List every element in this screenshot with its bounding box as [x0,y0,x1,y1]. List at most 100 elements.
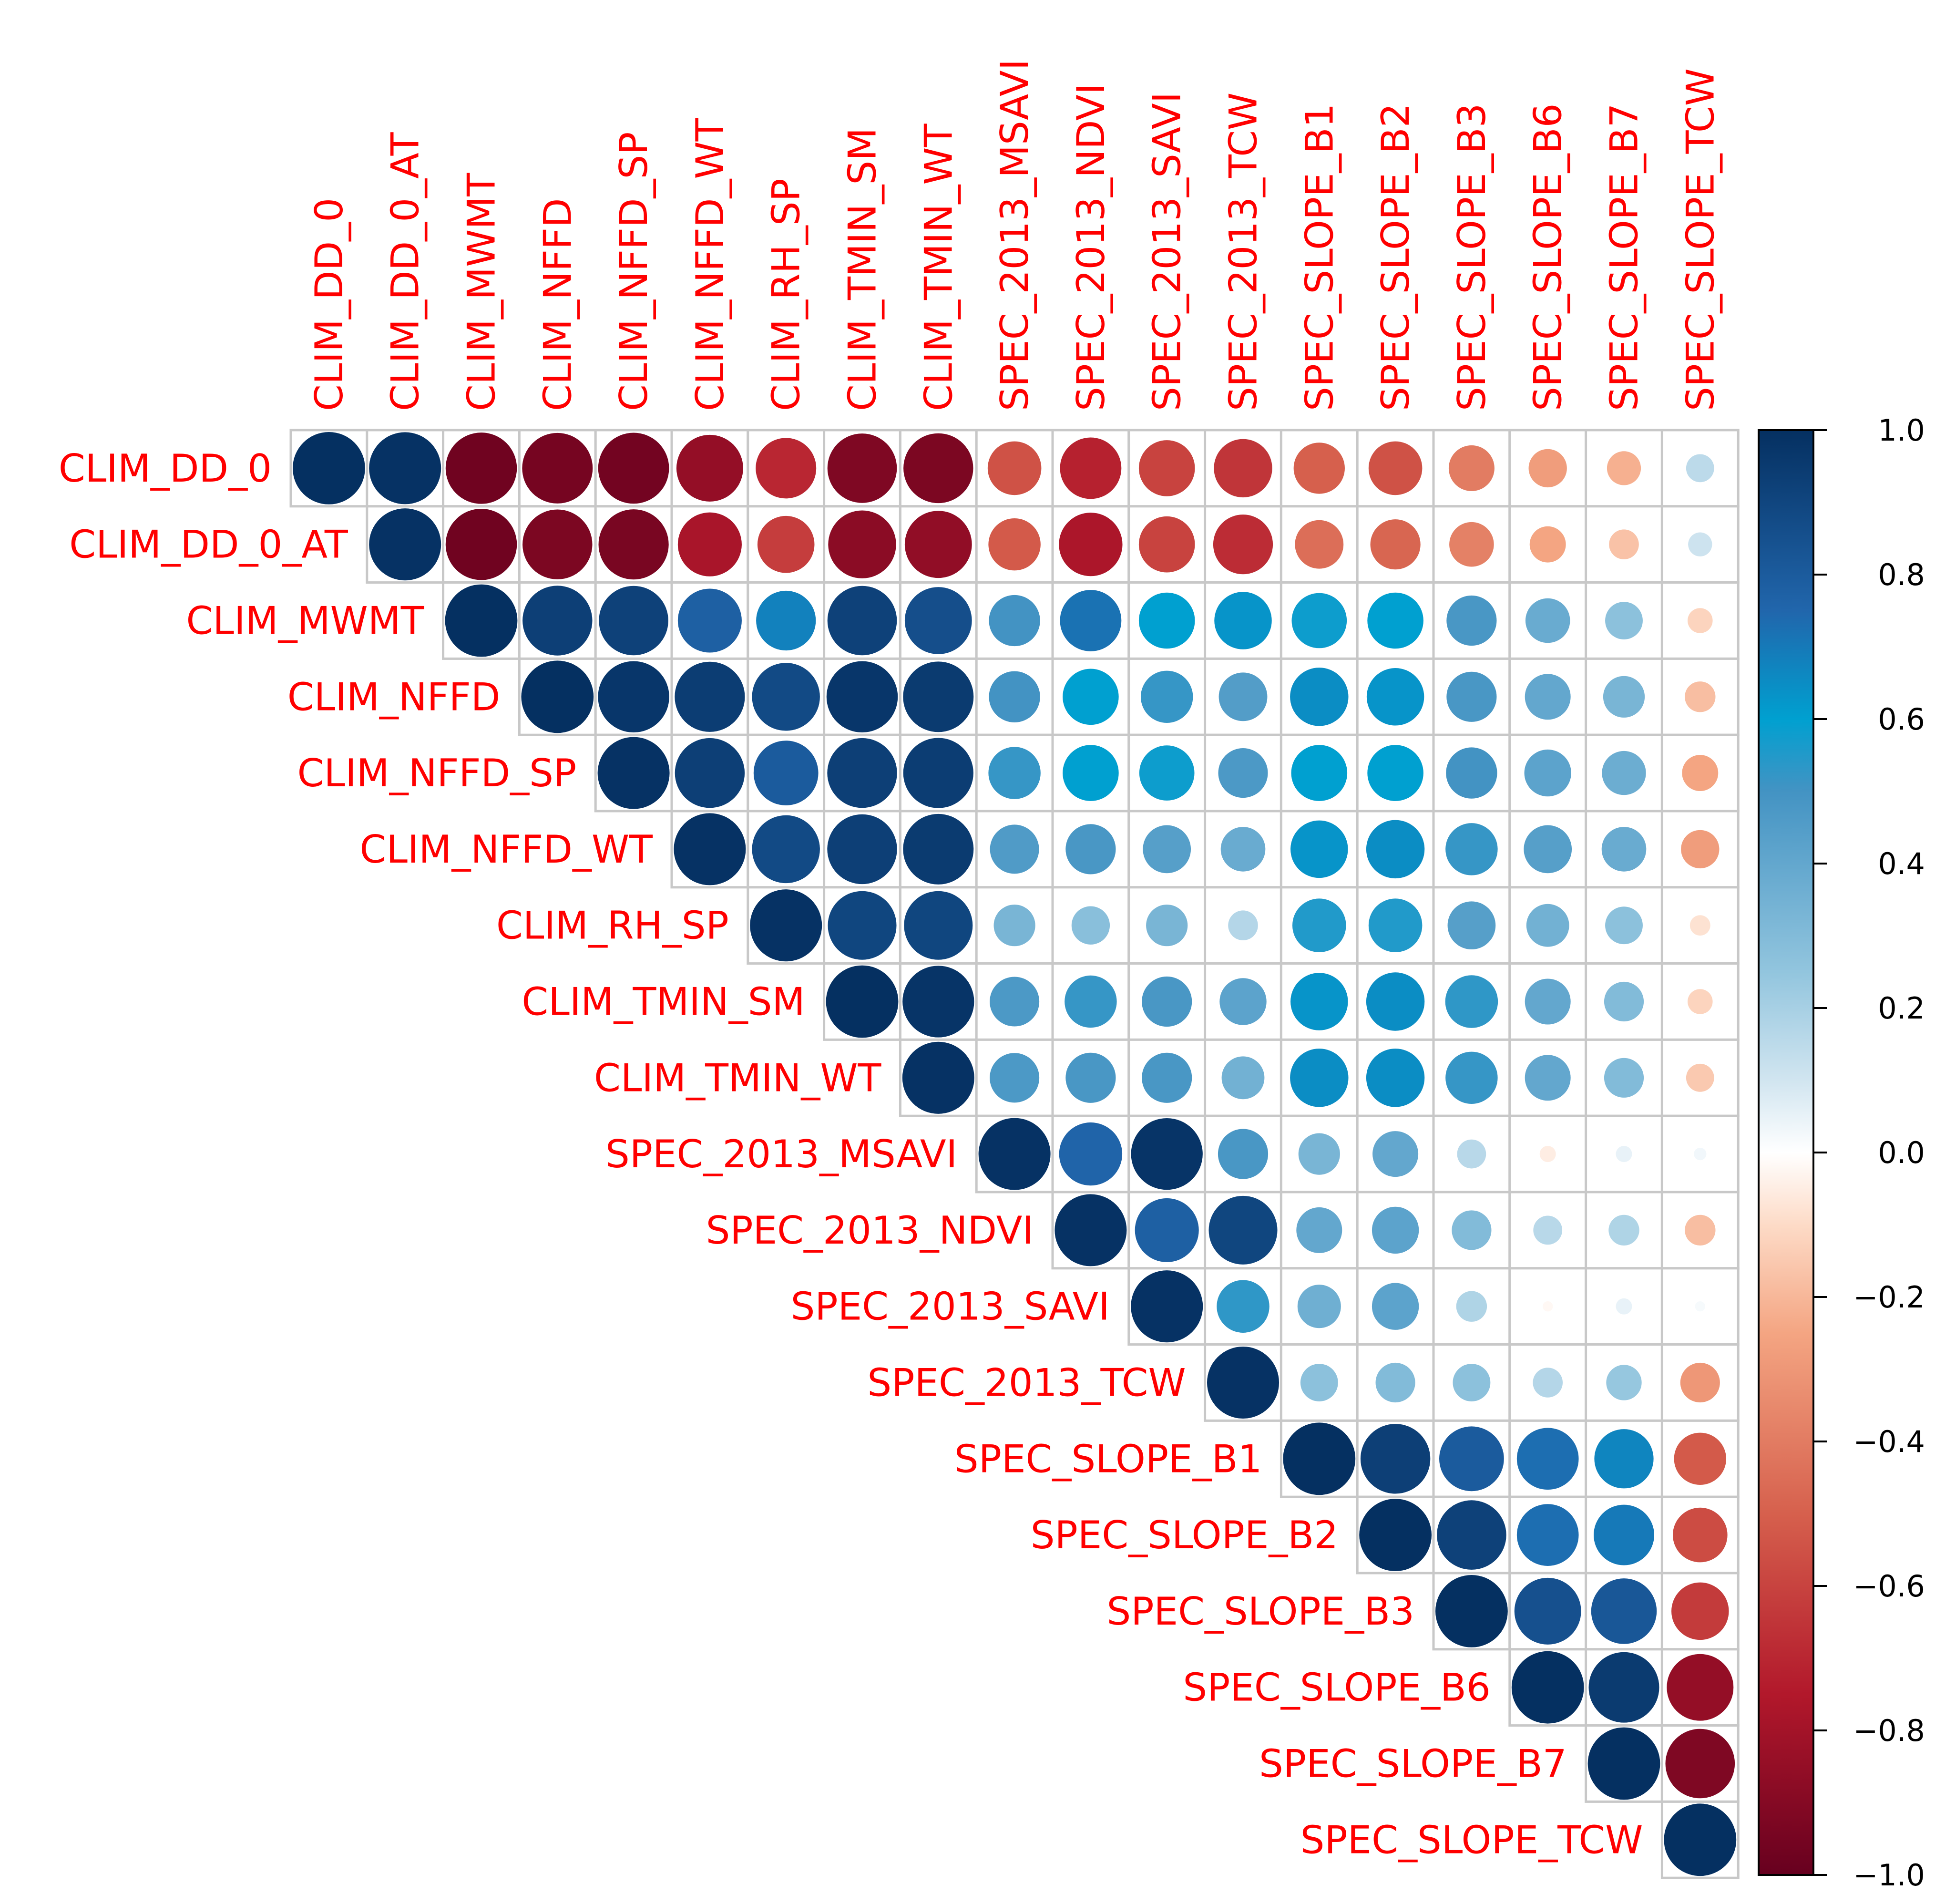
column-label: SPEC_SLOPE_B1 [1297,103,1341,411]
correlation-circle-SPEC_2013_MSAVI-SPEC_SLOPE_B6 [1539,1146,1556,1163]
correlation-circle-SPEC_SLOPE_TCW-SPEC_SLOPE_TCW [1664,1803,1737,1876]
correlation-circle-CLIM_DD_0_AT-SPEC_2013_SAVI [1138,516,1195,573]
matrix-cell [1432,1191,1511,1270]
colorbar [1758,429,1814,1876]
row-label: CLIM_NFFD_SP [297,751,577,795]
row-label: CLIM_DD_0 [59,446,272,491]
correlation-circle-CLIM_NFFD-CLIM_NFFD_SP [598,661,669,733]
column-label: SPEC_SLOPE_B2 [1373,103,1418,411]
correlation-circle-SPEC_SLOPE_B2-SPEC_SLOPE_B3 [1437,1500,1506,1570]
correlation-circle-CLIM_MWMT-CLIM_NFFD [522,586,593,656]
correlation-circle-CLIM_NFFD-CLIM_RH_SP [752,663,820,731]
correlation-circle-CLIM_TMIN_SM-SPEC_SLOPE_B1 [1290,973,1348,1030]
correlation-circle-SPEC_SLOPE_B6-SPEC_SLOPE_TCW [1667,1654,1734,1721]
correlation-circle-CLIM_DD_0-SPEC_SLOPE_B6 [1528,449,1567,488]
correlation-circle-CLIM_DD_0_AT-SPEC_SLOPE_B1 [1295,520,1344,569]
correlation-circle-SPEC_SLOPE_B7-SPEC_SLOPE_TCW [1665,1729,1735,1799]
correlation-circle-CLIM_TMIN_SM-SPEC_SLOPE_B7 [1604,981,1644,1022]
correlation-circle-SPEC_SLOPE_B6-SPEC_SLOPE_B6 [1511,1651,1584,1724]
correlation-circle-CLIM_NFFD-SPEC_2013_MSAVI [989,671,1040,722]
correlation-circle-CLIM_MWMT-SPEC_2013_TCW [1214,592,1272,649]
correlation-circle-CLIM_TMIN_SM-SPEC_2013_TCW [1219,978,1267,1025]
correlation-circle-CLIM_NFFD_SP-CLIM_NFFD_SP [597,737,670,809]
correlation-circle-CLIM_NFFD_SP-SPEC_SLOPE_B2 [1367,745,1423,801]
colorbar-tick-label: −0.6 [1853,1569,1925,1604]
correlation-circle-CLIM_DD_0_AT-SPEC_SLOPE_TCW [1688,532,1712,556]
correlation-circle-CLIM_MWMT-SPEC_SLOPE_B7 [1605,602,1643,639]
correlation-circle-CLIM_TMIN_SM-CLIM_TMIN_WT [902,966,974,1038]
correlation-circle-CLIM_NFFD-SPEC_SLOPE_B1 [1290,668,1349,726]
row-label: SPEC_SLOPE_B2 [1031,1513,1338,1557]
correlation-circle-CLIM_DD_0-CLIM_NFFD_SP [598,432,669,504]
correlation-circle-CLIM_TMIN_SM-SPEC_SLOPE_B6 [1525,978,1571,1025]
correlation-circle-CLIM_TMIN_SM-SPEC_SLOPE_TCW [1688,989,1713,1014]
correlation-circle-CLIM_TMIN_SM-SPEC_2013_MSAVI [990,977,1040,1027]
row-label: SPEC_2013_NDVI [706,1208,1034,1253]
correlation-circle-CLIM_TMIN_SM-SPEC_SLOPE_B3 [1445,975,1498,1028]
correlation-circle-CLIM_NFFD-SPEC_SLOPE_TCW [1685,681,1716,712]
correlation-circle-CLIM_DD_0_AT-SPEC_2013_NDVI [1059,513,1123,576]
column-label: SPEC_2013_NDVI [1069,83,1113,411]
correlation-circle-CLIM_MWMT-CLIM_NFFD_SP [599,586,668,656]
correlation-circle-SPEC_2013_NDVI-SPEC_SLOPE_B7 [1608,1214,1639,1246]
correlation-circle-SPEC_2013_MSAVI-SPEC_2013_SAVI [1131,1118,1203,1190]
correlation-circle-CLIM_DD_0_AT-CLIM_TMIN_SM [828,510,896,578]
correlation-circle-SPEC_2013_NDVI-SPEC_SLOPE_B3 [1452,1210,1492,1250]
correlation-circle-SPEC_SLOPE_B7-SPEC_SLOPE_B7 [1587,1727,1660,1800]
correlation-circle-CLIM_RH_SP-SPEC_2013_SAVI [1146,905,1188,947]
correlation-circle-SPEC_SLOPE_B1-SPEC_SLOPE_B6 [1516,1428,1579,1490]
correlation-circle-CLIM_NFFD_SP-CLIM_TMIN_WT [903,738,973,808]
correlation-circle-CLIM_MWMT-CLIM_MWMT [445,584,518,657]
correlation-circle-CLIM_MWMT-CLIM_RH_SP [756,590,816,651]
correlation-circle-SPEC_SLOPE_B1-SPEC_SLOPE_B3 [1439,1426,1504,1492]
correlation-circle-CLIM_NFFD_WT-CLIM_TMIN_SM [827,814,897,885]
correlation-circle-CLIM_DD_0-SPEC_2013_NDVI [1060,437,1122,499]
row-label: SPEC_SLOPE_B1 [954,1437,1262,1481]
correlation-circle-CLIM_MWMT-SPEC_SLOPE_B1 [1291,593,1347,648]
column-label: CLIM_TMIN_SM [840,128,885,411]
column-label: CLIM_NFFD_WT [688,117,732,411]
correlation-circle-CLIM_TMIN_WT-SPEC_SLOPE_B3 [1445,1051,1498,1104]
correlation-circle-CLIM_NFFD-CLIM_NFFD [521,660,594,733]
row-labels: CLIM_DD_0 CLIM_DD_0_AT CLIM_MWMT CLIM_NFFD C… [59,446,1643,1862]
correlation-circle-CLIM_TMIN_WT-SPEC_2013_TCW [1221,1056,1265,1100]
correlation-circle-CLIM_NFFD_WT-SPEC_SLOPE_B2 [1366,820,1425,879]
column-label: SPEC_SLOPE_B7 [1602,103,1647,411]
correlation-circle-CLIM_NFFD-SPEC_2013_TCW [1218,672,1268,721]
correlation-circle-CLIM_DD_0_AT-CLIM_MWMT [445,508,517,580]
correlation-circle-CLIM_RH_SP-CLIM_RH_SP [750,889,822,962]
correlation-circle-CLIM_TMIN_WT-SPEC_SLOPE_TCW [1686,1063,1714,1092]
correlation-circle-SPEC_2013_TCW-SPEC_2013_TCW [1207,1346,1280,1419]
colorbar-tick-label: 0.4 [1878,846,1925,881]
correlation-circle-CLIM_DD_0-CLIM_NFFD [522,432,593,504]
correlation-circle-CLIM_NFFD_WT-SPEC_2013_NDVI [1065,824,1116,875]
correlation-circle-CLIM_TMIN_WT-SPEC_SLOPE_B1 [1290,1049,1349,1107]
correlation-circle-SPEC_2013_NDVI-SPEC_SLOPE_TCW [1685,1214,1716,1246]
correlation-circle-CLIM_NFFD_SP-CLIM_TMIN_SM [827,738,897,808]
row-label: SPEC_2013_SAVI [791,1285,1110,1329]
row-label: SPEC_SLOPE_TCW [1300,1818,1643,1862]
correlation-circle-CLIM_NFFD_WT-SPEC_2013_TCW [1220,827,1266,872]
correlation-circle-CLIM_NFFD_WT-SPEC_2013_MSAVI [990,824,1039,874]
correlation-circle-CLIM_RH_SP-CLIM_TMIN_WT [904,891,973,960]
correlation-circle-CLIM_RH_SP-SPEC_SLOPE_TCW [1689,915,1710,936]
correlation-circle-CLIM_TMIN_WT-SPEC_SLOPE_B2 [1366,1049,1425,1107]
correlation-circle-CLIM_DD_0-CLIM_NFFD_WT [676,434,743,502]
correlation-circle-CLIM_NFFD_SP-SPEC_SLOPE_B3 [1446,747,1497,799]
correlation-circle-SPEC_2013_TCW-SPEC_SLOPE_B6 [1533,1368,1563,1398]
correlation-circle-CLIM_NFFD_SP-SPEC_2013_NDVI [1063,745,1119,801]
correlation-circle-CLIM_NFFD-SPEC_SLOPE_B7 [1603,676,1645,718]
column-label: SPEC_SLOPE_TCW [1678,68,1722,411]
correlation-circle-CLIM_DD_0_AT-CLIM_TMIN_WT [904,511,972,578]
column-label: CLIM_NFFD_SP [612,132,656,411]
column-label: CLIM_NFFD [535,198,580,411]
correlation-circle-CLIM_DD_0-SPEC_2013_TCW [1214,439,1272,498]
correlation-circle-CLIM_NFFD_WT-CLIM_RH_SP [752,815,820,884]
column-label: CLIM_DD_0 [307,198,351,411]
row-label: CLIM_DD_0_AT [69,523,348,567]
correlation-circle-CLIM_RH_SP-CLIM_TMIN_SM [828,891,897,960]
correlation-circle-CLIM_NFFD_SP-SPEC_2013_TCW [1218,748,1268,798]
color-legend: 1.0 0.8 0.6 0.4 0.2 0.0 −0.2 −0.4 −0.6 −0.8 −1.0 [1758,413,1925,1893]
correlation-circle-SPEC_2013_MSAVI-SPEC_2013_MSAVI [978,1118,1051,1190]
correlation-circle-CLIM_TMIN_SM-SPEC_2013_NDVI [1065,975,1117,1028]
